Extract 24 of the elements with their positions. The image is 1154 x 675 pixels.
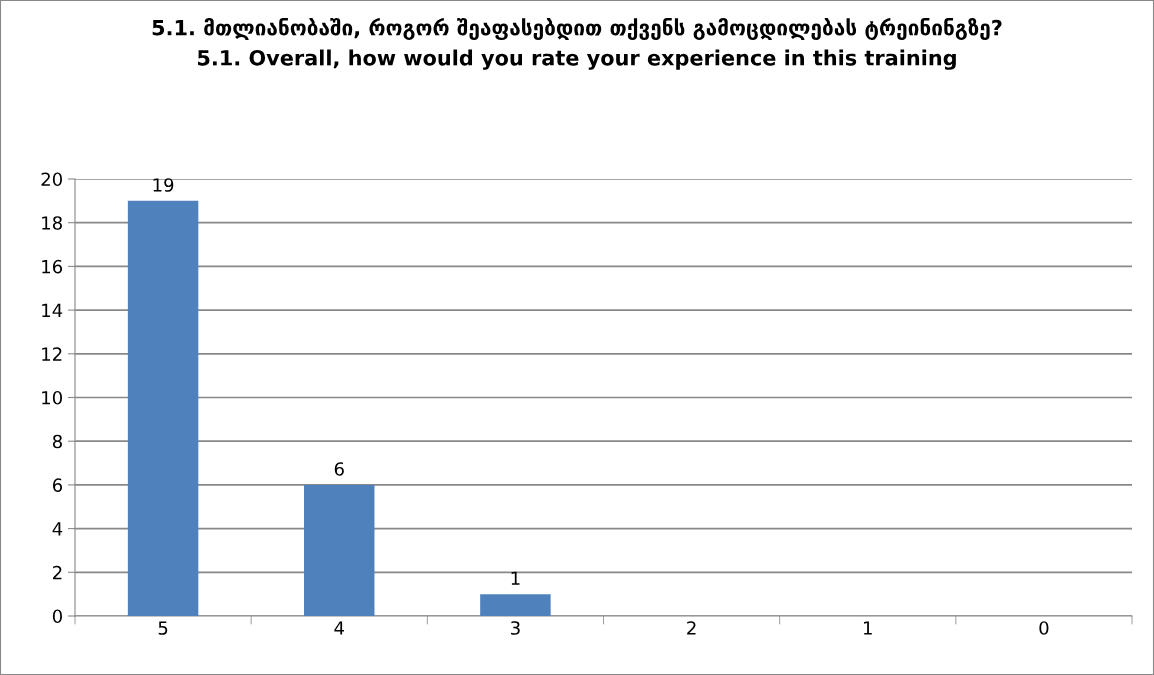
x-tick-label: 1 — [863, 621, 872, 635]
y-tick-label: 12 — [42, 347, 62, 361]
y-tick-label: 18 — [42, 216, 62, 230]
y-tick-label: 16 — [42, 259, 63, 274]
y-tick-label: 4 — [52, 522, 63, 536]
y-tick-label: 20 — [41, 172, 62, 187]
y-tick-label: 2 — [53, 565, 62, 580]
data-label: 19 — [153, 178, 174, 192]
x-tick-label: 3 — [511, 621, 520, 635]
data-label: 6 — [334, 462, 344, 476]
y-tick-label: 8 — [52, 434, 62, 449]
y-tick-label: 14 — [42, 303, 63, 317]
y-tick-label: 0 — [52, 609, 62, 624]
bar — [127, 200, 199, 616]
chart-title: 5.1. მთლიანობაში, როგორ შეაფასებდით თქვენს გამოცდილებას ტრეინინგზე? 5.1. Overall, how would you rate your experience in this training — [152, 17, 1002, 70]
y-tick-label: 10 — [42, 390, 62, 405]
x-tick-label: 0 — [1039, 621, 1049, 635]
x-tick-label: 4 — [334, 621, 344, 635]
y-tick-label: 6 — [52, 478, 63, 493]
data-label: 1 — [511, 571, 520, 585]
x-tick-label: 5 — [158, 621, 168, 635]
bar — [480, 594, 551, 616]
bar — [304, 484, 375, 616]
x-tick-label: 2 — [687, 621, 696, 635]
